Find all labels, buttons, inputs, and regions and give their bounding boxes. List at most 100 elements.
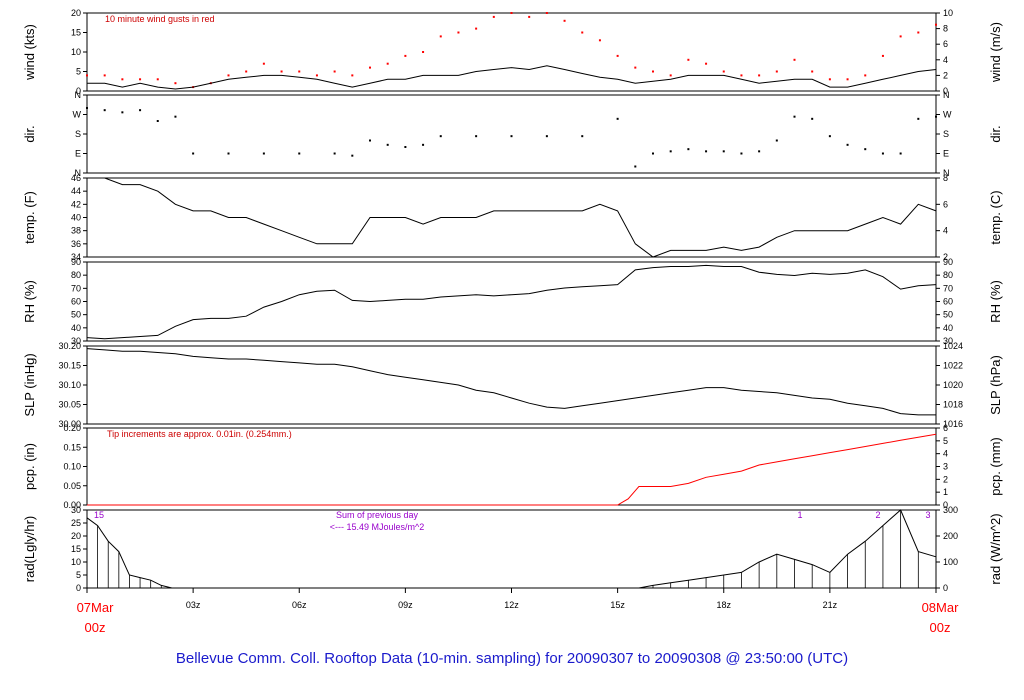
temp-right-tick-label: 2 <box>943 252 948 262</box>
pcp-left-tick-label: 0.00 <box>63 500 81 510</box>
wind-gust-note: 10 minute wind gusts in red <box>105 14 215 24</box>
rh-left-tick-label: 70 <box>71 283 81 293</box>
wind-right-tick-label: 2 <box>943 70 948 80</box>
wind-data-point <box>280 70 283 73</box>
wind-left-tick-label: 0 <box>76 86 81 96</box>
wind-data-point <box>156 78 159 81</box>
slp-right-tick-label: 1016 <box>943 419 963 429</box>
pcp-left-tick-label: 0.15 <box>63 442 81 452</box>
wind-right-tick-label: 8 <box>943 24 948 34</box>
rh-right-tick-label: 70 <box>943 283 953 293</box>
rad-left-tick-label: 5 <box>76 570 81 580</box>
rad-right-tick-label: 300 <box>943 505 958 515</box>
time-tick-label: 18z <box>716 600 731 610</box>
wind-data-point <box>828 78 831 81</box>
wind-data-point <box>722 70 725 73</box>
wind-data-point <box>439 35 442 38</box>
pcp-right-tick-label: 2 <box>943 474 948 484</box>
temp-left-tick-label: 34 <box>71 252 81 262</box>
dir-left-tick-label: W <box>73 110 82 120</box>
dir-left-tick-label: S <box>75 129 81 139</box>
wind-data-point <box>103 74 106 77</box>
rad-top-label: 1 <box>797 510 802 520</box>
dir-right-axis-label: dir. <box>988 125 1003 142</box>
wind-data-point <box>333 70 336 73</box>
wind-data-point <box>245 70 248 73</box>
dir-data-point <box>687 148 690 151</box>
dir-data-point <box>616 117 619 120</box>
wind-data-point <box>351 74 354 77</box>
wind-data-point <box>864 74 867 77</box>
pcp-panel-frame <box>86 427 937 506</box>
wind-data-point <box>917 31 920 34</box>
temp-left-tick-label: 38 <box>71 226 81 236</box>
dir-data-point <box>156 120 159 122</box>
time-tick-label: 12z <box>504 600 519 610</box>
wind-data-point <box>174 82 177 85</box>
dir-data-point <box>811 117 814 120</box>
rad-right-tick-label: 200 <box>943 531 958 541</box>
wind-left-tick-label: 10 <box>71 47 81 57</box>
dir-data-point <box>881 152 884 155</box>
wind-left-tick-label: 5 <box>76 67 81 77</box>
slp-left-tick-label: 30.20 <box>58 341 81 351</box>
slp-series-line-0 <box>86 348 936 416</box>
dir-data-point <box>386 143 389 146</box>
rh-left-tick-label: 40 <box>71 323 81 333</box>
dir-data-point <box>298 152 301 155</box>
dir-left-tick-label: N <box>75 168 82 178</box>
start-time-label: 00z <box>85 620 106 635</box>
dir-data-point <box>917 117 920 120</box>
wind-data-point <box>899 35 902 38</box>
rad-sum-note-line2: <--- 15.49 MJoules/m^2 <box>330 522 425 532</box>
rad-left-tick-label: 25 <box>71 518 81 528</box>
rh-right-tick-label: 60 <box>943 297 953 307</box>
wind-data-point <box>616 54 619 57</box>
wind-right-tick-label: 4 <box>943 55 948 65</box>
wind-data-point <box>404 54 407 57</box>
wind-data-point <box>846 78 849 81</box>
wind-data-point <box>121 78 124 81</box>
wind-data-point <box>705 62 708 65</box>
pcp-left-axis-label: pcp. (in) <box>22 443 37 490</box>
dir-data-point <box>404 146 407 148</box>
rad-top-label: 2 <box>875 510 880 520</box>
temp-left-tick-label: 36 <box>71 239 81 249</box>
time-tick-label: 15z <box>610 600 625 610</box>
dir-data-point <box>510 135 513 138</box>
rh-right-tick-label: 80 <box>943 270 953 280</box>
pcp-series-line-0 <box>87 433 937 506</box>
start-date-label: 07Mar <box>77 600 115 615</box>
dir-data-point <box>758 150 761 153</box>
dir-data-point <box>793 115 796 118</box>
dir-data-point <box>439 135 442 138</box>
rh-left-axis-label: RH (%) <box>22 280 37 323</box>
pcp-right-tick-label: 6 <box>943 423 948 433</box>
rad-left-tick-label: 0 <box>76 583 81 593</box>
dir-data-point <box>652 152 654 155</box>
wind-data-point <box>811 70 814 73</box>
rh-right-tick-label: 30 <box>943 336 953 346</box>
wind-right-axis-label: wind (m/s) <box>988 22 1003 83</box>
dir-left-tick-label: N <box>75 90 82 100</box>
slp-left-tick-label: 30.15 <box>58 361 81 371</box>
time-tick-label: 09z <box>398 600 413 610</box>
pcp-tip-note: Tip increments are approx. 0.01in. (0.25… <box>107 429 292 439</box>
dir-data-point <box>899 152 902 155</box>
temp-left-tick-label: 42 <box>71 199 81 209</box>
dir-data-point <box>103 109 106 112</box>
rad-left-tick-label: 30 <box>71 505 81 515</box>
wind-data-point <box>793 58 796 61</box>
wind-data-point <box>386 62 389 65</box>
rh-left-tick-label: 50 <box>71 310 81 320</box>
wind-right-tick-label: 10 <box>943 8 953 18</box>
pcp-left-tick-label: 0.10 <box>63 462 81 472</box>
rad-right-tick-label: 0 <box>943 583 948 593</box>
rad-left-tick-label: 20 <box>71 531 81 541</box>
time-tick-label: 06z <box>292 600 307 610</box>
wind-data-point <box>139 78 142 81</box>
wind-data-point <box>563 19 566 22</box>
wind-data-point <box>598 39 601 42</box>
dir-data-point <box>846 143 849 146</box>
dir-data-point <box>139 109 142 112</box>
